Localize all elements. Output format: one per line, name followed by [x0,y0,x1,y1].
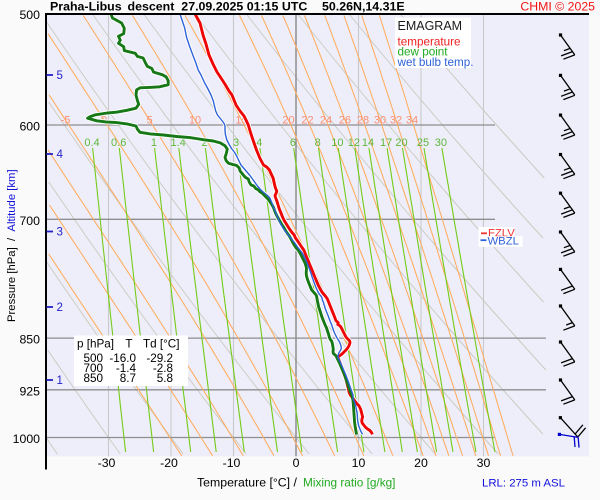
svg-text:-16.0: -16.0 [109,352,136,365]
svg-text:LRL: 275 m ASL: LRL: 275 m ASL [482,478,565,490]
svg-text:850: 850 [83,372,103,385]
svg-text:10: 10 [189,115,201,127]
svg-text:Mixing ratio [g/kg]: Mixing ratio [g/kg] [303,476,395,490]
svg-text:5: 5 [146,115,152,127]
svg-text:8.7: 8.7 [120,372,136,385]
svg-text:30: 30 [374,115,386,127]
svg-text:500: 500 [19,8,40,22]
svg-text:-2.8: -2.8 [153,362,173,375]
svg-text:1: 1 [57,375,63,387]
svg-text:8: 8 [315,137,321,149]
svg-text:p [hPa]: p [hPa] [77,337,114,350]
svg-text:CHMI © 2025: CHMI © 2025 [520,0,595,14]
svg-text:600: 600 [19,120,40,134]
svg-text:28: 28 [357,115,369,127]
svg-text:3: 3 [57,227,63,239]
svg-text:-10: -10 [223,456,241,470]
svg-text:0: 0 [293,456,300,470]
svg-text:10: 10 [352,456,366,470]
svg-text:wet bulb temp.: wet bulb temp. [397,56,474,69]
svg-text:5.8: 5.8 [157,372,173,385]
svg-text:32: 32 [390,115,402,127]
svg-text:Pressure [hPa] / Altitude [k: Pressure [hPa] / Altitude [km] [6,169,18,322]
svg-text:3: 3 [233,137,239,149]
svg-text:20: 20 [282,115,294,127]
svg-text:EMAGRAM: EMAGRAM [398,19,463,33]
svg-text:4: 4 [256,137,262,149]
svg-text:500: 500 [83,352,103,365]
svg-text:27.09.2025 01:15 UTC: 27.09.2025 01:15 UTC [181,0,307,14]
svg-text:26: 26 [339,115,351,127]
svg-text:5: 5 [57,70,63,82]
svg-text:700: 700 [83,362,103,375]
svg-text:dew point: dew point [398,46,449,59]
svg-text:30: 30 [477,456,491,470]
svg-text:24: 24 [320,115,332,127]
svg-text:1: 1 [151,137,157,149]
svg-text:25: 25 [417,137,429,149]
svg-text:30: 30 [435,137,447,149]
svg-text:-1.4: -1.4 [116,362,137,375]
svg-text:2: 2 [202,137,208,149]
svg-text:Td [°C]: Td [°C] [143,337,180,350]
svg-text:descent: descent [128,0,175,14]
svg-text:1.4: 1.4 [170,137,185,149]
svg-text:50.26N,14.31E: 50.26N,14.31E [322,0,405,14]
svg-text:700: 700 [19,214,40,228]
svg-text:temperature: temperature [398,35,461,48]
svg-text:10: 10 [331,137,343,149]
svg-text:22: 22 [301,115,313,127]
svg-text:0.6: 0.6 [111,137,126,149]
svg-text:20: 20 [414,456,428,470]
svg-text:20: 20 [395,137,407,149]
svg-text:-5: -5 [61,115,71,127]
svg-text:850: 850 [19,333,40,347]
svg-text:34: 34 [406,115,418,127]
svg-text:12: 12 [348,137,360,149]
svg-text:Praha-Libus: Praha-Libus [50,0,122,14]
svg-text:14: 14 [362,137,374,149]
svg-text:-20: -20 [160,456,178,470]
svg-text:T: T [125,337,132,350]
svg-text:4: 4 [57,149,64,161]
svg-text:Temperature [°C] /: Temperature [°C] / [197,476,297,490]
svg-text:2: 2 [57,302,63,314]
svg-text:-29.2: -29.2 [146,352,173,365]
svg-text:17: 17 [380,137,392,149]
svg-text:6: 6 [290,137,296,149]
svg-text:1000: 1000 [13,432,41,446]
svg-text:-30: -30 [98,456,116,470]
svg-text:0.4: 0.4 [84,137,99,149]
svg-text:WBZL: WBZL [488,236,519,248]
svg-text:925: 925 [19,384,40,398]
